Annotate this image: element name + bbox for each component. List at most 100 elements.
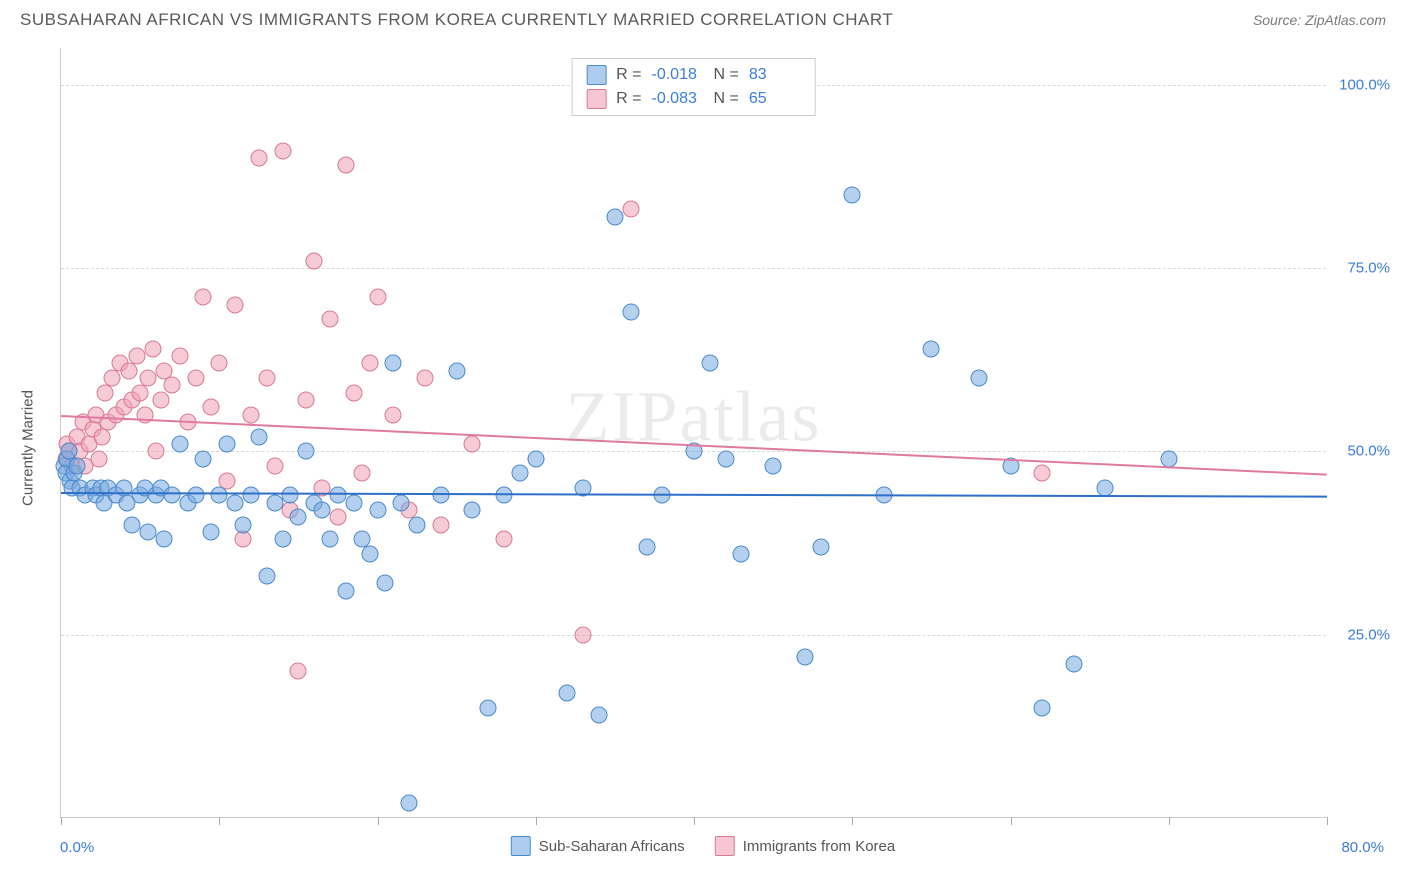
scatter-point: [227, 494, 244, 511]
scatter-point: [187, 487, 204, 504]
scatter-point: [195, 289, 212, 306]
swatch-pink-icon: [586, 89, 606, 109]
scatter-point: [195, 450, 212, 467]
scatter-point: [1097, 480, 1114, 497]
scatter-point: [124, 516, 141, 533]
plot-area: ZIPatlas R = -0.018 N = 83 R = -0.083 N …: [60, 48, 1326, 818]
xtick: [694, 817, 695, 825]
scatter-point: [606, 208, 623, 225]
scatter-point: [733, 546, 750, 563]
xtick: [378, 817, 379, 825]
scatter-point: [377, 575, 394, 592]
scatter-point: [140, 524, 157, 541]
scatter-point: [274, 142, 291, 159]
scatter-point: [345, 494, 362, 511]
scatter-point: [266, 494, 283, 511]
scatter-point: [322, 531, 339, 548]
scatter-point: [250, 150, 267, 167]
scatter-point: [923, 340, 940, 357]
scatter-point: [203, 524, 220, 541]
scatter-point: [266, 458, 283, 475]
scatter-point: [258, 370, 275, 387]
scatter-point: [97, 384, 114, 401]
swatch-blue-icon: [586, 65, 606, 85]
scatter-point: [147, 443, 164, 460]
scatter-point: [219, 436, 236, 453]
scatter-point: [701, 355, 718, 372]
scatter-point: [622, 201, 639, 218]
r-label: R =: [616, 90, 641, 108]
ytick-label: 25.0%: [1332, 626, 1390, 643]
ytick-label: 100.0%: [1332, 76, 1390, 93]
xtick: [1327, 817, 1328, 825]
r-label: R =: [616, 66, 641, 84]
xaxis-min-label: 0.0%: [60, 839, 94, 856]
scatter-point: [591, 707, 608, 724]
scatter-point: [385, 355, 402, 372]
scatter-point: [1034, 700, 1051, 717]
legend-item-blue: Sub-Saharan Africans: [511, 836, 685, 856]
scatter-point: [298, 443, 315, 460]
swatch-blue-icon: [511, 836, 531, 856]
scatter-point: [314, 502, 331, 519]
n-value-blue: 83: [749, 66, 801, 84]
scatter-point: [844, 186, 861, 203]
legend-label-blue: Sub-Saharan Africans: [539, 838, 685, 855]
scatter-point: [103, 370, 120, 387]
scatter-point: [274, 531, 291, 548]
scatter-point: [163, 487, 180, 504]
scatter-point: [480, 700, 497, 717]
scatter-point: [361, 546, 378, 563]
legend-label-pink: Immigrants from Korea: [743, 838, 896, 855]
xtick: [1169, 817, 1170, 825]
chart-container: Currently Married ZIPatlas R = -0.018 N …: [10, 38, 1396, 858]
scatter-point: [353, 465, 370, 482]
scatter-point: [369, 289, 386, 306]
scatter-point: [345, 384, 362, 401]
stats-legend: R = -0.018 N = 83 R = -0.083 N = 65: [571, 58, 816, 116]
yaxis-title: Currently Married: [20, 390, 37, 506]
legend-item-pink: Immigrants from Korea: [715, 836, 896, 856]
scatter-point: [121, 362, 138, 379]
scatter-point: [234, 531, 251, 548]
n-label: N =: [714, 90, 739, 108]
scatter-point: [812, 538, 829, 555]
scatter-point: [282, 487, 299, 504]
scatter-point: [155, 531, 172, 548]
ytick-label: 50.0%: [1332, 443, 1390, 460]
xtick: [852, 817, 853, 825]
scatter-point: [329, 509, 346, 526]
scatter-point: [796, 648, 813, 665]
scatter-point: [337, 582, 354, 599]
scatter-point: [416, 370, 433, 387]
scatter-point: [242, 487, 259, 504]
scatter-point: [171, 436, 188, 453]
scatter-point: [290, 509, 307, 526]
scatter-point: [393, 494, 410, 511]
scatter-point: [970, 370, 987, 387]
scatter-point: [132, 384, 149, 401]
stats-row-pink: R = -0.083 N = 65: [586, 89, 801, 109]
scatter-point: [203, 399, 220, 416]
scatter-point: [211, 355, 228, 372]
scatter-point: [448, 362, 465, 379]
scatter-point: [622, 304, 639, 321]
xtick: [219, 817, 220, 825]
trend-line-pink: [61, 415, 1327, 476]
scatter-point: [717, 450, 734, 467]
scatter-point: [527, 450, 544, 467]
scatter-point: [306, 252, 323, 269]
scatter-point: [496, 531, 513, 548]
scatter-point: [68, 458, 85, 475]
scatter-point: [144, 340, 161, 357]
r-value-blue: -0.018: [652, 66, 704, 84]
xtick: [536, 817, 537, 825]
scatter-point: [94, 428, 111, 445]
scatter-point: [90, 450, 107, 467]
scatter-point: [290, 663, 307, 680]
scatter-point: [242, 406, 259, 423]
scatter-point: [369, 502, 386, 519]
scatter-point: [1160, 450, 1177, 467]
scatter-point: [187, 370, 204, 387]
scatter-point: [171, 348, 188, 365]
